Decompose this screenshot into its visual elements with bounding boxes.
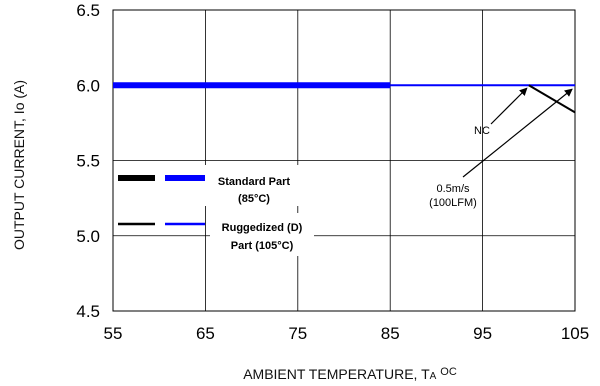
series-lines: [113, 82, 576, 114]
x-axis-title: AMBIENT TEMPERATURE, TA OC: [243, 366, 457, 382]
legend-label-standard: Standard Part: [218, 176, 290, 188]
y-tick-label: 5.0: [76, 227, 100, 246]
x-tick-label: 55: [104, 324, 123, 343]
legend-label-standard-temp: (85°C): [238, 193, 270, 205]
x-tick-label: 85: [381, 324, 400, 343]
y-tick-label: 5.5: [76, 152, 100, 171]
airflow-label-bg: [426, 180, 480, 212]
airflow-arrow: [462, 88, 573, 178]
x-tick-label: 75: [288, 324, 307, 343]
annotations: NC 0.5m/s (100LFM): [426, 87, 573, 212]
y-tick-label: 6.5: [76, 1, 100, 20]
series-line-3: [528, 84, 576, 114]
x-tick-label: 95: [473, 324, 492, 343]
legend-label-bg: [210, 213, 314, 256]
legend: Standard Part (85°C) Ruggedized (D) Part (1…: [118, 165, 314, 256]
y-tick-label: 4.5: [76, 302, 100, 321]
x-tick-label: 65: [196, 324, 215, 343]
x-axis-ticks: 55 65 75 85 95 105: [104, 324, 590, 343]
nc-arrow: [490, 87, 528, 125]
nc-annotation: NC: [474, 125, 490, 137]
y-axis-title: OUTPUT CURRENT, Io (A): [11, 80, 27, 250]
grid-lines: [112, 9, 576, 312]
airflow-annotation-lfm: (100LFM): [429, 197, 477, 209]
legend-label-ruggedized: Ruggedized (D): [222, 222, 303, 234]
airflow-annotation: 0.5m/s: [436, 183, 470, 195]
y-tick-label: 6.0: [76, 76, 100, 95]
legend-label-ruggedized-temp: Part (105°C): [231, 240, 294, 252]
legend-label-bg: [205, 165, 302, 206]
plot-area: [112, 9, 576, 312]
y-axis-ticks: 4.5 5.0 5.5 6.0 6.5: [76, 1, 100, 321]
x-tick-label: 105: [561, 324, 589, 343]
